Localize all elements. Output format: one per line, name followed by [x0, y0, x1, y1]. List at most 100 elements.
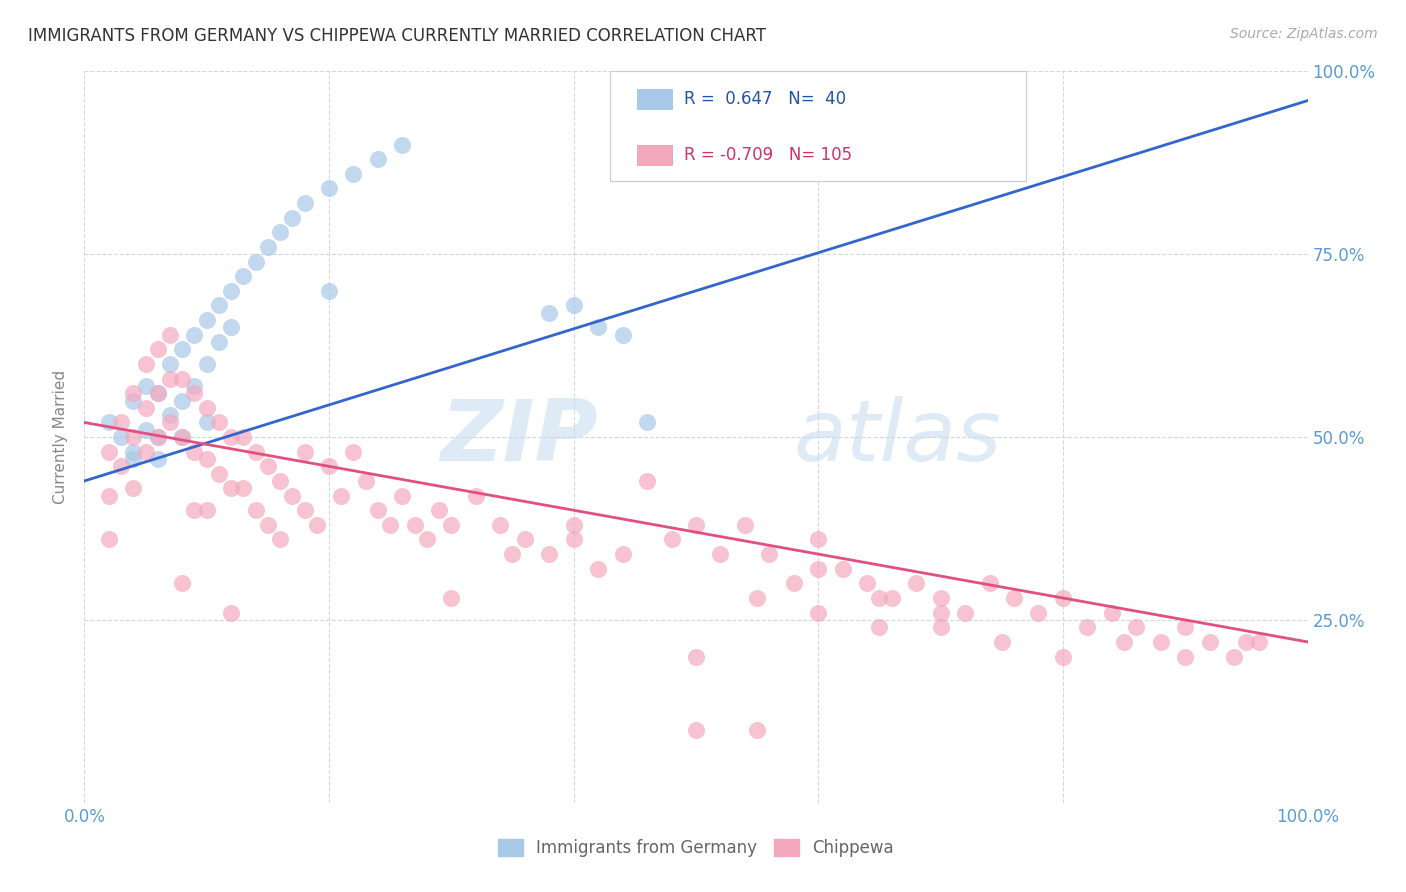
Point: [1125, 620, 1147, 634]
Point: [342, 444, 364, 458]
Point: [146, 386, 169, 401]
Point: [747, 723, 769, 737]
Point: [807, 606, 830, 620]
Point: [685, 649, 707, 664]
Point: [208, 334, 231, 349]
Point: [97, 489, 120, 503]
Point: [330, 489, 353, 503]
Point: [159, 371, 181, 385]
Point: [159, 357, 181, 371]
Point: [195, 503, 218, 517]
Point: [513, 533, 536, 547]
Point: [146, 452, 169, 467]
Point: [294, 196, 316, 211]
Point: [1174, 649, 1197, 664]
Point: [391, 137, 413, 152]
Point: [110, 459, 132, 474]
Point: [953, 606, 976, 620]
Point: [391, 489, 413, 503]
Point: [232, 430, 254, 444]
Point: [586, 562, 609, 576]
Point: [1052, 591, 1074, 605]
Bar: [637, 145, 672, 165]
Point: [122, 430, 145, 444]
Point: [172, 430, 194, 444]
Point: [416, 533, 439, 547]
Point: [318, 459, 340, 474]
Point: [135, 357, 157, 371]
Point: [342, 167, 364, 181]
Point: [929, 620, 952, 634]
Point: [97, 444, 120, 458]
Point: [489, 517, 512, 532]
Point: [135, 444, 157, 458]
Point: [807, 562, 830, 576]
Point: [367, 152, 389, 166]
Point: [929, 606, 952, 620]
Point: [122, 481, 145, 495]
Point: [183, 503, 205, 517]
FancyBboxPatch shape: [610, 71, 1026, 181]
Point: [758, 547, 780, 561]
Text: IMMIGRANTS FROM GERMANY VS CHIPPEWA CURRENTLY MARRIED CORRELATION CHART: IMMIGRANTS FROM GERMANY VS CHIPPEWA CURR…: [28, 27, 766, 45]
Bar: [637, 89, 672, 110]
Point: [183, 327, 205, 342]
Point: [869, 620, 891, 634]
Point: [135, 423, 157, 437]
Point: [172, 430, 194, 444]
Point: [586, 320, 609, 334]
Point: [354, 474, 377, 488]
Point: [257, 459, 280, 474]
Point: [195, 416, 218, 430]
Point: [146, 430, 169, 444]
Point: [172, 393, 194, 408]
Point: [464, 489, 486, 503]
Point: [122, 393, 145, 408]
Point: [281, 489, 304, 503]
Text: R = -0.709   N= 105: R = -0.709 N= 105: [683, 145, 852, 164]
Point: [1236, 635, 1258, 649]
Legend: Immigrants from Germany, Chippewa: Immigrants from Germany, Chippewa: [491, 832, 901, 864]
Point: [110, 430, 132, 444]
Point: [195, 313, 218, 327]
Point: [380, 517, 402, 532]
Point: [195, 401, 218, 415]
Point: [219, 320, 242, 334]
Point: [1076, 620, 1098, 634]
Point: [562, 533, 585, 547]
Point: [159, 408, 181, 422]
Point: [172, 371, 194, 385]
Point: [404, 517, 426, 532]
Point: [122, 386, 145, 401]
Point: [97, 533, 120, 547]
Point: [232, 481, 254, 495]
Point: [1101, 606, 1123, 620]
Point: [783, 576, 806, 591]
Point: [135, 379, 157, 393]
Point: [905, 576, 928, 591]
Point: [612, 547, 634, 561]
Point: [208, 298, 231, 312]
Point: [122, 444, 145, 458]
Point: [538, 306, 561, 320]
Text: R =  0.647   N=  40: R = 0.647 N= 40: [683, 90, 846, 108]
Point: [831, 562, 853, 576]
Point: [427, 503, 450, 517]
Point: [172, 576, 194, 591]
Point: [1150, 635, 1173, 649]
Point: [929, 591, 952, 605]
Text: atlas: atlas: [794, 395, 1002, 479]
Point: [219, 606, 242, 620]
Point: [219, 284, 242, 298]
Point: [122, 452, 145, 467]
Point: [219, 430, 242, 444]
Point: [146, 343, 169, 357]
Point: [159, 327, 181, 342]
Point: [734, 517, 756, 532]
Point: [869, 591, 891, 605]
Text: ZIP: ZIP: [440, 395, 598, 479]
Point: [183, 379, 205, 393]
Point: [367, 503, 389, 517]
Point: [991, 635, 1014, 649]
Point: [146, 386, 169, 401]
